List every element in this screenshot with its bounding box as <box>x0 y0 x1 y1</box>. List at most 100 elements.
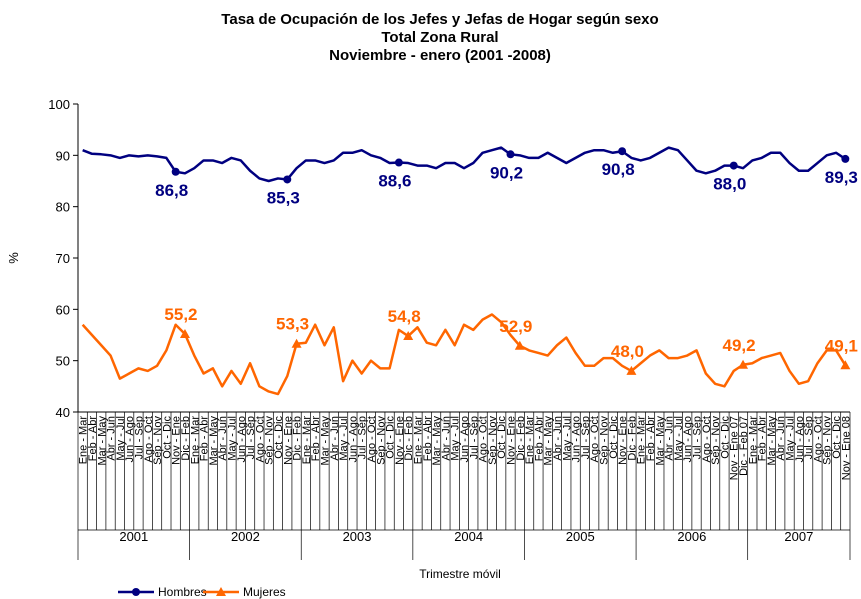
point-marker <box>171 167 180 176</box>
group-label: 2003 <box>343 529 372 544</box>
x-tick-label: Sep - Nov <box>264 416 276 465</box>
point-marker <box>506 150 515 159</box>
value-label: 90,2 <box>490 163 523 182</box>
point-marker <box>626 365 637 375</box>
value-label: 53,3 <box>276 315 309 334</box>
x-tick-label: Ene - Mar <box>78 416 90 465</box>
value-label: 55,2 <box>164 305 197 324</box>
x-tick-label: Sep - Nov <box>710 416 722 465</box>
legend-marker <box>132 588 140 596</box>
x-tick-label: Ago - Oct <box>589 416 601 462</box>
value-label: 90,8 <box>602 160 635 179</box>
x-tick-label: May - Jul <box>226 416 238 461</box>
x-tick-label: Mar - May <box>96 416 108 466</box>
x-tick-label: Oct - Dic <box>161 416 173 459</box>
x-tick-label: Jul - Sep <box>468 416 480 459</box>
group-label: 2006 <box>677 529 706 544</box>
value-label: 49,1 <box>825 336 858 355</box>
x-tick-label: Ene - Mar <box>524 416 536 465</box>
y-axis-label: % <box>6 252 21 264</box>
x-tick-label: May - Jul <box>673 416 685 461</box>
x-tick-label: Abr - Jun <box>106 416 118 461</box>
group-label: 2002 <box>231 529 260 544</box>
x-tick-label: Sep - Nov <box>822 416 834 465</box>
x-tick-label: Oct - Dic <box>385 416 397 459</box>
legend-label: Mujeres <box>243 585 286 599</box>
x-tick-label: Abr - Jun <box>775 416 787 461</box>
series-line <box>81 313 847 396</box>
x-tick-label: Dic - Feb <box>180 416 192 461</box>
x-tick-label: May - Jul <box>338 416 350 461</box>
x-tick-label: Ago - Oct <box>701 416 713 462</box>
x-tick-label: Ago - Oct <box>143 416 155 462</box>
chart-title: Tasa de Ocupación de los Jefes y Jefas d… <box>221 11 658 28</box>
x-tick-label: Ene - Mar <box>412 416 424 465</box>
x-tick-label: Feb - Abr <box>757 416 769 462</box>
y-tick-label: 90 <box>56 148 70 163</box>
x-tick-label: Ago - Oct <box>478 416 490 462</box>
y-tick-label: 80 <box>56 200 70 215</box>
point-marker <box>738 359 749 369</box>
x-tick-label: Jul - Sep <box>357 416 369 459</box>
x-tick-label: Mar - May <box>431 416 443 466</box>
x-tick-label: May - Jul <box>450 416 462 461</box>
point-marker <box>840 360 851 370</box>
x-tick-label: Ago - Oct <box>812 416 824 462</box>
group-label: 2004 <box>454 529 483 544</box>
x-tick-label: Jul - Sep <box>580 416 592 459</box>
x-tick-label: Dic - Feb <box>515 416 527 461</box>
x-tick-label: Oct - Dic <box>719 416 731 459</box>
x-tick-label: Nov - Ene <box>617 416 629 465</box>
x-tick-label: Mar - May <box>766 416 778 466</box>
x-tick-label: Nov - Ene <box>506 416 518 465</box>
value-label: 88,0 <box>713 175 746 194</box>
x-tick-label: Jun - Ago <box>571 416 583 462</box>
x-tick-label: Oct - Dic <box>496 416 508 459</box>
x-tick-label: Jul - Sep <box>133 416 145 459</box>
point-marker <box>291 338 302 348</box>
x-tick-label: Ene - Mar <box>747 416 759 465</box>
x-tick-label: Jul - Sep <box>692 416 704 459</box>
x-tick-label: Mar - May <box>654 416 666 466</box>
chart-subtitle: Noviembre - enero (2001 -2008) <box>329 47 551 64</box>
x-tick-label: Ago - Oct <box>366 416 378 462</box>
point-marker <box>179 328 190 338</box>
x-tick-label: Dic - Feb 07 <box>738 416 750 476</box>
value-label: 89,3 <box>825 168 858 187</box>
x-tick-label: Oct - Dic <box>273 416 285 459</box>
value-label: 48,0 <box>611 342 644 361</box>
x-tick-label: Jun - Ago <box>236 416 248 462</box>
x-tick-label: Nov - Ene <box>171 416 183 465</box>
x-tick-label: Feb - Abr <box>533 416 545 462</box>
legend-marker <box>216 587 226 596</box>
y-tick-label: 50 <box>56 354 70 369</box>
value-label: 49,2 <box>722 336 755 355</box>
x-tick-label: Jul - Sep <box>245 416 257 459</box>
x-tick-label: Jun - Ago <box>124 416 136 462</box>
x-tick-label: Nov - Ene <box>394 416 406 465</box>
x-tick-label: Ene - Mar <box>636 416 648 465</box>
point-marker <box>403 331 414 341</box>
x-tick-label: Feb - Abr <box>645 416 657 462</box>
point-marker <box>514 340 525 350</box>
chart-subtitle: Total Zona Rural <box>381 29 498 46</box>
x-tick-label: Jul - Sep <box>803 416 815 459</box>
point-marker <box>729 161 738 170</box>
value-label: 54,8 <box>388 307 421 326</box>
x-tick-label: Sep - Nov <box>487 416 499 465</box>
x-tick-label: Nov - Ene 08 <box>840 416 852 480</box>
x-tick-label: Mar - May <box>543 416 555 466</box>
x-tick-label: May - Jul <box>785 416 797 461</box>
x-tick-label: Nov - Ene <box>282 416 294 465</box>
group-label: 2007 <box>784 529 813 544</box>
value-label: 86,8 <box>155 181 188 200</box>
x-tick-label: Mar - May <box>208 416 220 466</box>
x-tick-label: Oct - Dic <box>608 416 620 459</box>
x-tick-label: Sep - Nov <box>599 416 611 465</box>
x-tick-label: Abr - Jun <box>440 416 452 461</box>
y-tick-label: 60 <box>56 302 70 317</box>
x-tick-label: Feb - Abr <box>310 416 322 462</box>
x-tick-label: Feb - Abr <box>87 416 99 462</box>
x-tick-label: Nov - Ene 07 <box>729 416 741 480</box>
